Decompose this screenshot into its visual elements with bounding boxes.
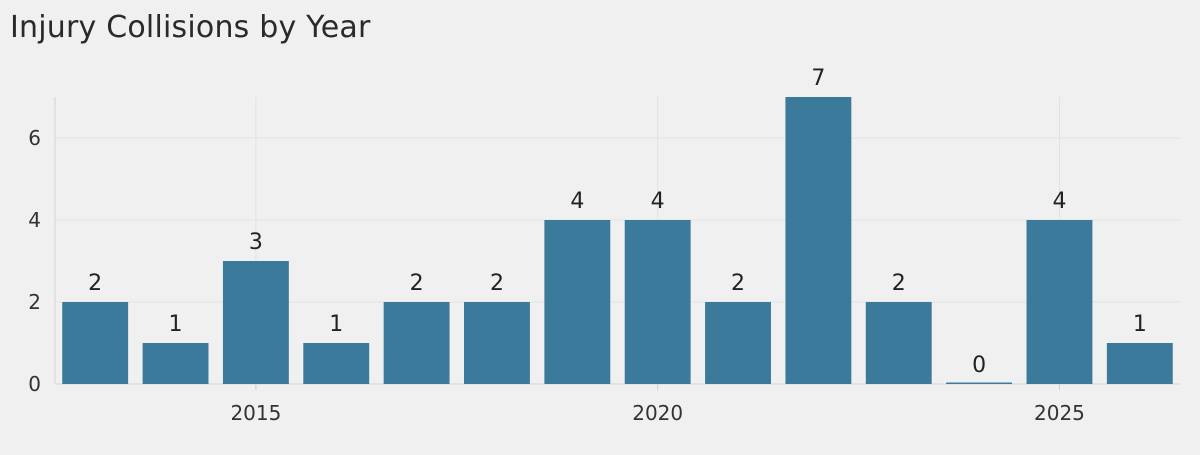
chart-title: Injury Collisions by Year bbox=[10, 10, 371, 45]
bar bbox=[1026, 220, 1093, 384]
bar bbox=[62, 302, 129, 384]
y-tick-label: 0 bbox=[28, 372, 41, 396]
bar-value-label: 2 bbox=[88, 271, 102, 296]
bar-value-label: 3 bbox=[249, 230, 263, 255]
bar-value-label: 2 bbox=[731, 271, 745, 296]
bar-value-label: 2 bbox=[892, 271, 906, 296]
bar-value-label: 2 bbox=[410, 271, 424, 296]
y-tick-label: 4 bbox=[28, 208, 41, 232]
bar-value-label: 1 bbox=[329, 312, 343, 337]
data-labels: 2 1 3 1 2 2 4 4 2 7 2 0 4 1 bbox=[88, 66, 1147, 378]
bar bbox=[383, 302, 450, 384]
x-tick-label: 2025 bbox=[1034, 401, 1085, 425]
bar bbox=[222, 261, 289, 384]
bar bbox=[464, 302, 530, 384]
bar bbox=[142, 343, 209, 384]
bar-value-label: 2 bbox=[490, 271, 504, 296]
bar-value-label: 4 bbox=[570, 189, 584, 214]
bar-value-label: 1 bbox=[169, 312, 183, 337]
tick-labels: 0 2 4 6 2015 2020 2025 bbox=[28, 126, 1085, 425]
bar-value-label: 1 bbox=[1133, 312, 1147, 337]
bar-value-label: 7 bbox=[811, 66, 825, 91]
bar bbox=[705, 302, 771, 384]
y-tick-label: 6 bbox=[28, 126, 41, 150]
bars bbox=[62, 97, 1173, 384]
bar bbox=[624, 220, 691, 384]
bar bbox=[865, 302, 932, 384]
bar bbox=[1106, 343, 1173, 384]
bar-value-label: 0 bbox=[972, 353, 986, 378]
bar bbox=[946, 382, 1013, 384]
x-tick-label: 2015 bbox=[230, 401, 281, 425]
bar bbox=[303, 343, 370, 384]
bar bbox=[785, 97, 852, 384]
bar bbox=[544, 220, 611, 384]
y-tick-label: 2 bbox=[28, 290, 41, 314]
bar-value-label: 4 bbox=[651, 189, 665, 214]
bar-value-label: 4 bbox=[1052, 189, 1066, 214]
x-tick-label: 2020 bbox=[632, 401, 683, 425]
